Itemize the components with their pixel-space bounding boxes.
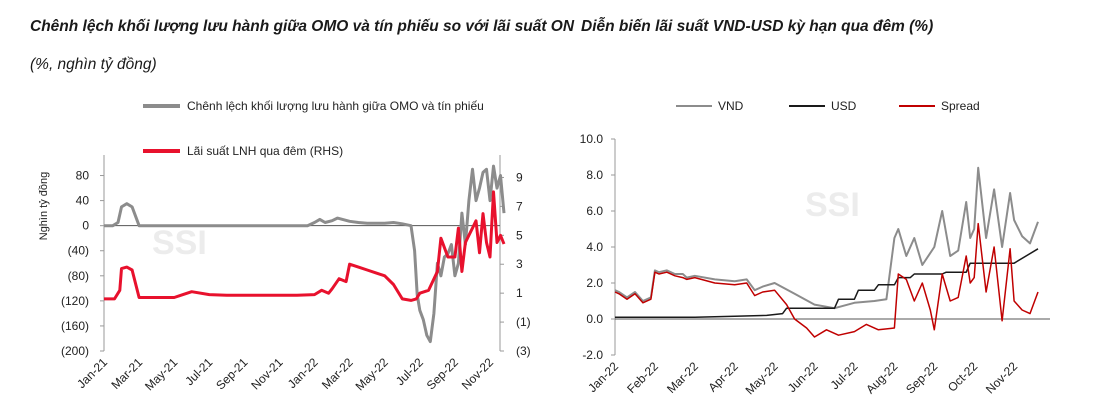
left-y-tick-label: (160) bbox=[61, 319, 89, 333]
left-series-on-rate-line bbox=[104, 190, 506, 302]
left-y-tick-label: (120) bbox=[61, 294, 89, 308]
right-x-tick-label: Jan-22 bbox=[585, 359, 621, 395]
left-y2-tick-label: (1) bbox=[516, 315, 531, 329]
left-x-tick-label: Mar-22 bbox=[319, 355, 356, 392]
left-x-tick-label: May-22 bbox=[353, 355, 391, 393]
right-x-tick-label: Jun-22 bbox=[785, 359, 821, 395]
right-legend-label-spread: Spread bbox=[941, 99, 980, 113]
right-x-tick-label: Mar-22 bbox=[664, 359, 701, 396]
left-x-tick-label: Jan-22 bbox=[285, 355, 321, 391]
right-x-tick-label: Aug-22 bbox=[863, 359, 900, 396]
left-chart-subtitle: (%, nghìn tỷ đồng) bbox=[30, 56, 157, 73]
left-legend-label-on: Lãi suất LNH qua đêm (RHS) bbox=[187, 144, 343, 158]
right-legend-label-usd: USD bbox=[831, 99, 857, 113]
left-y-tick-label: 0 bbox=[82, 219, 89, 233]
left-series-omo-spread-line bbox=[104, 164, 506, 344]
left-y2-tick-label: 9 bbox=[516, 170, 523, 184]
left-x-tick-label: Nov-22 bbox=[459, 355, 496, 392]
right-y-tick-label: 10.0 bbox=[580, 132, 604, 146]
left-y-tick-label: 40 bbox=[76, 194, 90, 208]
left-x-tick-label: Jul-21 bbox=[182, 355, 215, 388]
right-x-tick-label: Oct-22 bbox=[945, 359, 981, 395]
left-x-tick-label: Sep-21 bbox=[213, 355, 250, 392]
right-watermark: SSI bbox=[805, 186, 860, 224]
left-y-tick-label: (80) bbox=[68, 269, 89, 283]
right-x-tick-label: Sep-22 bbox=[903, 359, 940, 396]
right-x-tick-label: May-22 bbox=[743, 359, 781, 397]
right-x-tick-label: Feb-22 bbox=[624, 359, 661, 396]
left-x-tick-label: May-21 bbox=[142, 355, 180, 393]
right-x-tick-label: Apr-22 bbox=[705, 359, 741, 395]
left-y2-tick-label: (3) bbox=[516, 344, 531, 358]
left-y-tick-label: (40) bbox=[68, 244, 89, 258]
left-chart-title: Chênh lệch khối lượng lưu hành giữa OMO … bbox=[30, 18, 575, 35]
right-y-tick-label: 2.0 bbox=[586, 276, 603, 290]
right-y-tick-label: 0.0 bbox=[586, 312, 603, 326]
right-x-tick-label: Jul-22 bbox=[828, 359, 861, 392]
left-chart: Nghìn tỷ đồng 80 40 0 (40) (80) (120) (160) (200… bbox=[38, 99, 531, 393]
left-x-tick-label: Sep-22 bbox=[424, 355, 461, 392]
left-y-tick-label: 80 bbox=[76, 169, 90, 183]
right-y-tick-label: -2.0 bbox=[582, 348, 603, 362]
left-y-axis-label: Nghìn tỷ đồng bbox=[38, 172, 50, 241]
right-y-tick-label: 8.0 bbox=[586, 168, 603, 182]
left-watermark: SSI bbox=[152, 224, 207, 262]
left-y2-tick-label: 5 bbox=[516, 228, 523, 242]
right-y-tick-label: 4.0 bbox=[586, 240, 603, 254]
left-y-tick-label: (200) bbox=[61, 344, 89, 358]
right-chart-title: Diễn biến lãi suất VND-USD kỳ hạn qua đê… bbox=[581, 18, 934, 35]
right-series-usd-line bbox=[615, 248, 1039, 318]
left-y2-tick-label: 3 bbox=[516, 257, 523, 271]
left-y2-tick-label: 1 bbox=[516, 286, 523, 300]
right-x-tick-label: Nov-22 bbox=[983, 359, 1020, 396]
right-series-vnd-line bbox=[614, 166, 1039, 310]
right-legend-label-vnd: VND bbox=[718, 99, 744, 113]
left-legend-label-omo: Chênh lệch khối lượng lưu hành giữa OMO … bbox=[187, 99, 484, 113]
left-x-tick-label: Nov-21 bbox=[248, 355, 285, 392]
right-series-spread-line bbox=[614, 222, 1039, 338]
left-x-tick-label: Jan-21 bbox=[74, 355, 110, 391]
right-y-tick-label: 6.0 bbox=[586, 204, 603, 218]
left-y2-tick-label: 7 bbox=[516, 199, 523, 213]
left-x-tick-label: Jul-22 bbox=[393, 355, 426, 388]
left-x-tick-label: Mar-21 bbox=[108, 355, 145, 392]
